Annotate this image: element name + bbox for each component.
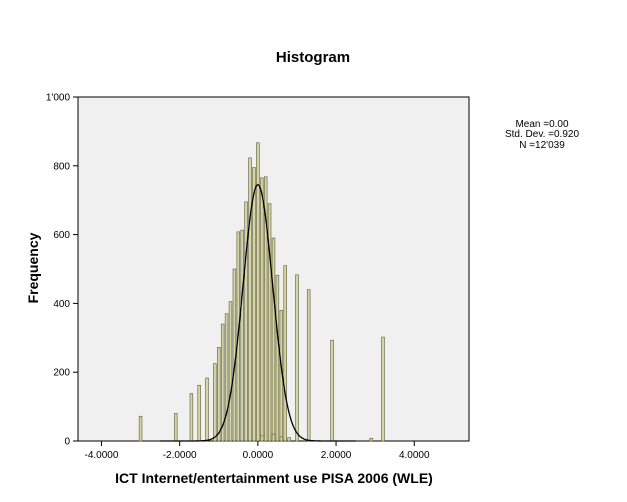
y-tick-label: 600 [53, 230, 70, 241]
histogram-bar [295, 274, 299, 442]
y-tick-label: 800 [53, 161, 70, 172]
x-tick-label: -4.0000 [84, 450, 118, 461]
histogram-bar [220, 323, 225, 442]
histogram-bar [217, 347, 221, 442]
stats-legend: Mean =0.00 Std. Dev. =0.920 N =12'039 [505, 119, 579, 151]
stats-n: N =12'039 [519, 140, 565, 151]
histogram-bar [263, 176, 268, 442]
histogram-bar [279, 436, 284, 442]
histogram-bar [271, 433, 276, 442]
histogram-bar [260, 435, 264, 442]
histogram-bar [248, 157, 252, 442]
normal-curve [160, 184, 356, 442]
x-tick-label: 2.0000 [321, 450, 352, 461]
y-axis: 0 200 400 600 800 1'000 [46, 93, 78, 448]
x-tick-label: 4.0000 [399, 450, 430, 461]
histogram-bar [224, 313, 229, 442]
histogram-bar [330, 339, 334, 442]
histogram-bar [287, 437, 291, 442]
histogram-bar [205, 377, 209, 442]
histogram-bar [174, 413, 178, 442]
histogram-bar [240, 229, 244, 442]
x-axis: -4.0000 -2.0000 0.0000 2.0000 4.0000 [84, 441, 430, 461]
y-tick-label: 0 [64, 437, 70, 448]
histogram-bar [228, 301, 233, 442]
histogram-bar [283, 265, 287, 442]
y-tick-label: 200 [53, 368, 70, 379]
histogram-bar [244, 201, 248, 442]
x-tick-label: -2.0000 [163, 450, 197, 461]
y-tick-label: 400 [53, 299, 70, 310]
x-axis-title: ICT Internet/entertainment use PISA 2006… [115, 470, 433, 486]
histogram-bar [260, 177, 264, 442]
histogram-bar [138, 415, 143, 442]
histogram-bar [252, 167, 256, 442]
chart-title: Histogram [276, 49, 350, 66]
histogram-bar [213, 363, 217, 442]
histogram-bar [381, 336, 385, 442]
stats-std-dev: Std. Dev. =0.920 [505, 129, 579, 140]
histogram-bar [267, 203, 272, 442]
y-axis-title: Frequency [25, 232, 41, 303]
y-tick-label: 1'000 [46, 93, 71, 104]
x-tick-label: 0.0000 [243, 450, 274, 461]
histogram-bar [197, 384, 201, 442]
histogram-bar [189, 393, 194, 442]
stats-mean: Mean =0.00 [515, 119, 569, 130]
histogram-bar [256, 142, 260, 442]
histogram-bar [306, 289, 311, 442]
histogram-bar [369, 437, 373, 442]
histogram-bar [275, 274, 280, 442]
histogram-bar [271, 237, 276, 442]
